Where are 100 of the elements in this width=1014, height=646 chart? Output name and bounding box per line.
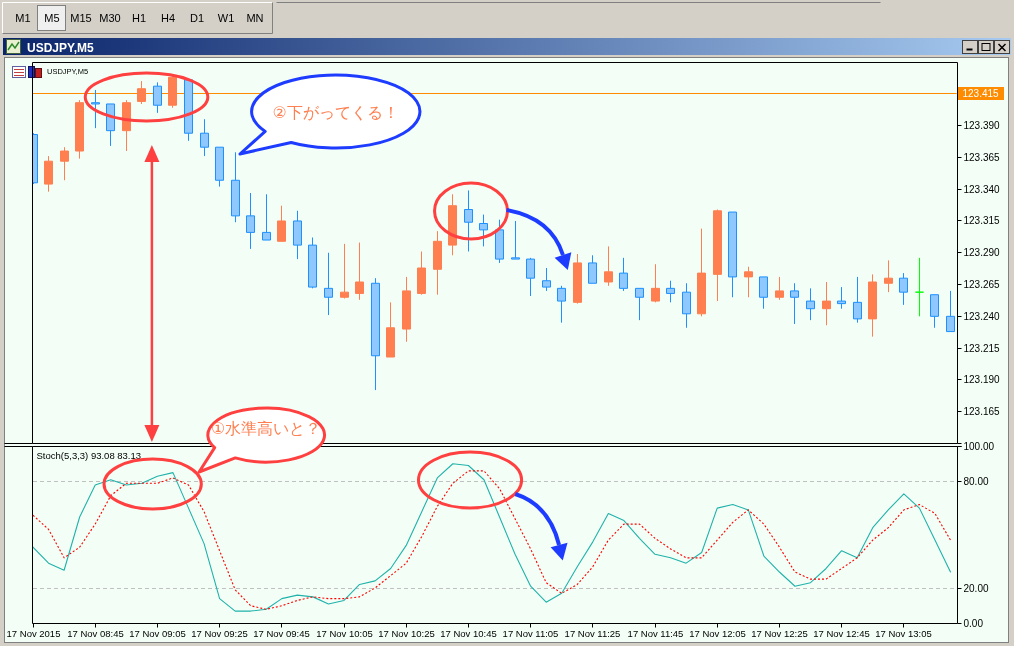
x-tick-label: 17 Nov 12:45 xyxy=(813,628,870,639)
chart-title: USDJPY,M5 xyxy=(27,40,95,55)
y-tick-label: 123.165 xyxy=(963,406,1001,417)
candlestick xyxy=(744,266,753,298)
x-tick-label: 17 Nov 10:25 xyxy=(378,628,435,639)
candlestick xyxy=(868,273,877,338)
text: MN xyxy=(246,12,264,24)
candlestick xyxy=(915,257,924,317)
candlestick xyxy=(479,214,488,247)
y-tick-label: 123.340 xyxy=(963,184,1001,195)
candlestick xyxy=(168,74,177,109)
candlestick xyxy=(386,301,395,358)
candlestick xyxy=(60,146,69,181)
candlestick xyxy=(511,220,520,260)
y-tick-label: 123.190 xyxy=(963,374,1001,385)
y-tick-label: 80.00 xyxy=(963,476,989,487)
text: H4 xyxy=(160,12,176,24)
text: M30 xyxy=(99,12,121,24)
candlestick xyxy=(697,228,706,317)
candlestick xyxy=(759,276,768,310)
candlestick xyxy=(464,189,473,252)
candlestick xyxy=(215,146,224,188)
chart-title: Stoch(5,3,3) 93.08 83.13 xyxy=(36,449,142,461)
x-tick-label: 17 Nov 12:05 xyxy=(689,628,746,639)
candlestick xyxy=(635,287,644,321)
candlestick xyxy=(153,81,162,114)
candlestick xyxy=(822,281,831,326)
candlestick xyxy=(728,211,737,298)
annotation: ①水準高いと？ xyxy=(211,418,322,438)
candlestick xyxy=(137,80,146,105)
candlestick xyxy=(790,282,799,325)
y-tick-label: 123.240 xyxy=(963,311,1001,322)
candlestick xyxy=(884,259,893,293)
x-tick-label: 17 Nov 09:05 xyxy=(129,628,186,639)
candlestick xyxy=(231,151,240,223)
y-tick-label: 123.365 xyxy=(963,152,1001,163)
y-tick-label: 20.00 xyxy=(963,583,989,594)
candlestick xyxy=(495,219,504,264)
candlestick xyxy=(806,287,815,321)
candlestick xyxy=(526,257,535,297)
candlestick xyxy=(542,267,551,292)
x-tick-label: 17 Nov 11:25 xyxy=(564,628,621,639)
candlestick xyxy=(246,192,255,250)
candlestick xyxy=(122,99,131,152)
x-tick-label: 17 Nov 08:45 xyxy=(67,628,124,639)
text: M1 xyxy=(15,12,31,24)
candlestick xyxy=(853,276,862,324)
candlestick xyxy=(293,210,302,260)
candlestick xyxy=(448,193,457,256)
candlestick xyxy=(557,285,566,324)
candlestick xyxy=(184,79,193,142)
candlestick xyxy=(899,272,908,306)
ref-line-label: 123.415 xyxy=(962,88,1000,99)
text: M15 xyxy=(70,12,92,24)
x-tick-label: 17 Nov 09:25 xyxy=(191,628,248,639)
candlestick xyxy=(433,230,442,296)
x-tick-label: 17 Nov 09:45 xyxy=(253,628,310,639)
candlestick xyxy=(573,253,582,305)
candlestick xyxy=(340,243,349,300)
candlestick xyxy=(666,280,675,303)
y-tick-label: 0.00 xyxy=(963,618,984,629)
candlestick xyxy=(713,209,722,302)
text: W1 xyxy=(217,12,235,24)
text: M5 xyxy=(44,12,60,24)
candlestick xyxy=(651,263,660,303)
candlestick xyxy=(75,99,84,160)
candlestick xyxy=(682,282,691,329)
candlestick xyxy=(91,89,100,129)
y-tick-label: 123.265 xyxy=(963,279,1001,290)
y-tick-label: 100.00 xyxy=(963,441,995,452)
x-tick-label: 17 Nov 11:45 xyxy=(627,628,684,639)
candlestick xyxy=(277,205,286,242)
y-tick-label: 123.315 xyxy=(963,215,1001,226)
y-tick-label: 123.390 xyxy=(963,120,1001,131)
x-tick-label: 17 Nov 12:25 xyxy=(751,628,808,639)
x-tick-label: 17 Nov 2015 xyxy=(6,628,61,639)
candlestick xyxy=(371,277,380,391)
candlestick xyxy=(837,286,846,310)
x-tick-label: 17 Nov 13:05 xyxy=(875,628,932,639)
candlestick xyxy=(324,252,333,316)
candlestick xyxy=(930,294,939,329)
y-tick-label: 123.290 xyxy=(963,247,1001,258)
text: D1 xyxy=(189,12,205,24)
candlestick xyxy=(402,276,411,343)
candlestick xyxy=(604,245,613,287)
candlestick xyxy=(44,155,53,193)
x-tick-label: 17 Nov 11:05 xyxy=(502,628,559,639)
candlestick xyxy=(308,236,317,289)
x-tick-label: 17 Nov 10:05 xyxy=(316,628,373,639)
candlestick xyxy=(775,276,784,301)
candlestick xyxy=(946,290,955,333)
text: H1 xyxy=(131,12,147,24)
x-tick-label: 17 Nov 10:45 xyxy=(440,628,497,639)
y-tick-label: 123.215 xyxy=(963,343,1001,354)
candlestick xyxy=(619,257,628,292)
candlestick xyxy=(417,250,426,296)
annotation: ②下がってくる！ xyxy=(272,102,399,122)
candlestick xyxy=(262,193,271,241)
candlestick xyxy=(200,118,209,157)
candlestick xyxy=(588,254,597,284)
